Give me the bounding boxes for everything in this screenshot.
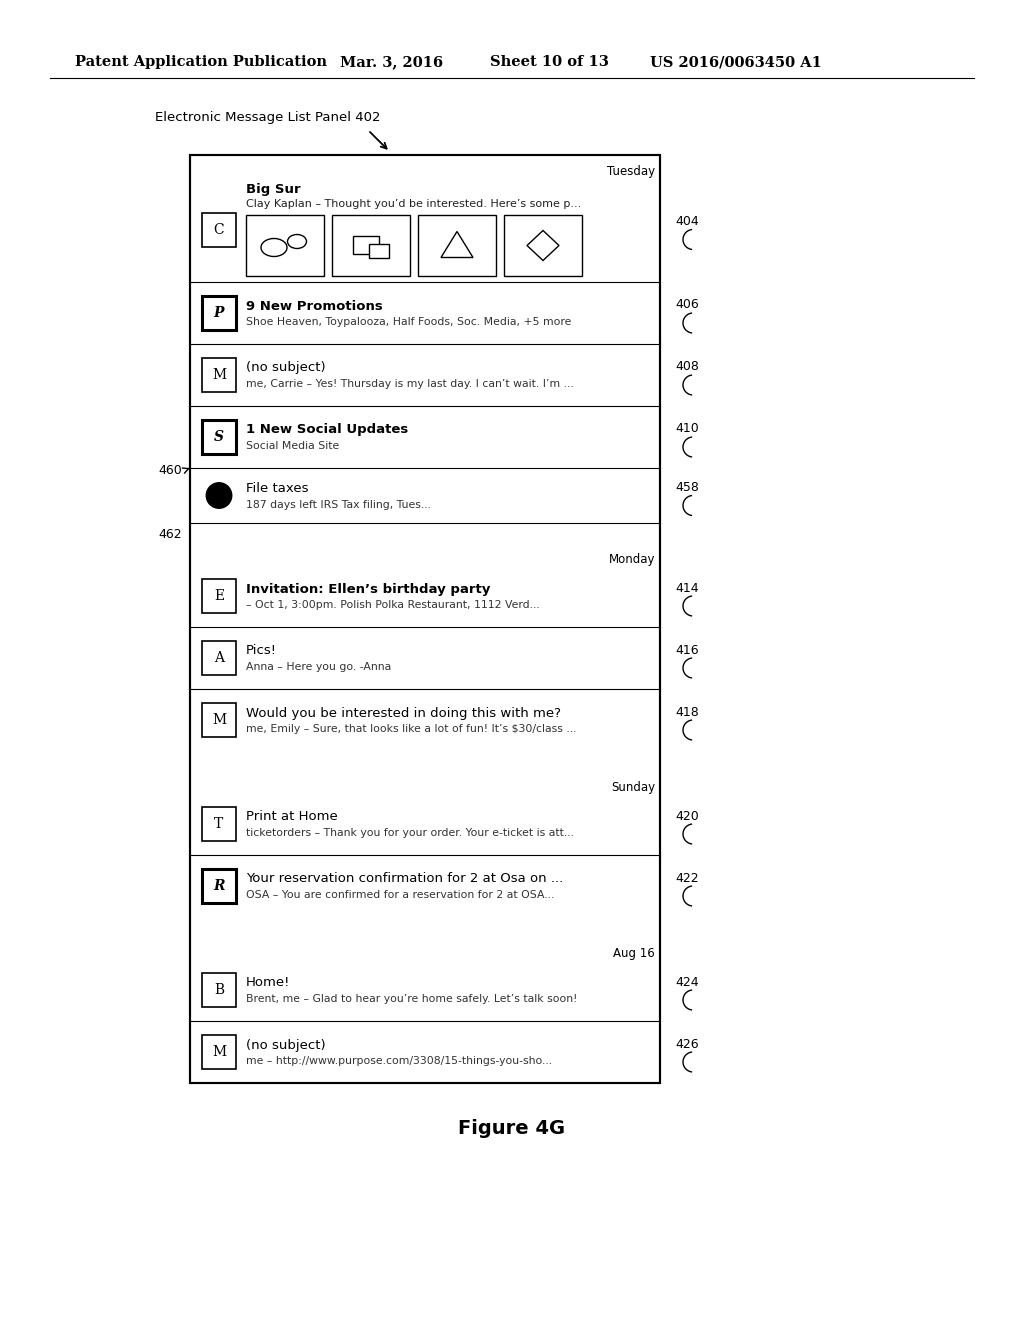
Bar [202, 642, 236, 675]
Text: (no subject): (no subject) [246, 1039, 326, 1052]
Text: R: R [213, 879, 224, 894]
Text: 424: 424 [675, 975, 698, 989]
Text: 418: 418 [675, 705, 698, 718]
Text: 9 New Promotions: 9 New Promotions [246, 300, 383, 313]
Text: C: C [214, 223, 224, 236]
Text: Home!: Home! [246, 977, 291, 990]
Text: B: B [214, 983, 224, 997]
Polygon shape [527, 231, 559, 260]
Bar [418, 215, 496, 276]
Text: Sheet 10 of 13: Sheet 10 of 13 [490, 55, 609, 69]
Text: Patent Application Publication: Patent Application Publication [75, 55, 327, 69]
Text: M: M [212, 1045, 226, 1059]
Bar [202, 358, 236, 392]
Text: Pics!: Pics! [246, 644, 278, 657]
Text: 410: 410 [675, 422, 698, 436]
Text: 460: 460 [159, 463, 182, 477]
Text: 187 days left IRS Tax filing, Tues...: 187 days left IRS Tax filing, Tues... [246, 499, 431, 510]
Text: Aug 16: Aug 16 [613, 948, 655, 961]
Text: 416: 416 [675, 644, 698, 656]
Bar [202, 973, 236, 1007]
Bar [246, 215, 324, 276]
Text: 1 New Social Updates: 1 New Social Updates [246, 424, 409, 437]
Text: Sunday: Sunday [611, 781, 655, 795]
Bar [202, 579, 236, 612]
Bar [202, 1035, 236, 1069]
Text: E: E [214, 589, 224, 603]
Text: me, Emily – Sure, that looks like a lot of fun! It’s $30/class ...: me, Emily – Sure, that looks like a lot … [246, 723, 577, 734]
Text: Invitation: Ellen’s birthday party: Invitation: Ellen’s birthday party [246, 582, 490, 595]
Text: 414: 414 [675, 582, 698, 594]
Text: 422: 422 [675, 871, 698, 884]
Text: 462: 462 [159, 528, 182, 541]
Text: Shoe Heaven, Toypalooza, Half Foods, Soc. Media, +5 more: Shoe Heaven, Toypalooza, Half Foods, Soc… [246, 317, 571, 327]
Ellipse shape [261, 239, 287, 256]
Text: 420: 420 [675, 809, 698, 822]
Text: 458: 458 [675, 480, 698, 494]
Text: Tuesday: Tuesday [607, 165, 655, 178]
Text: – Oct 1, 3:00pm. Polish Polka Restaurant, 1112 Verd...: – Oct 1, 3:00pm. Polish Polka Restaurant… [246, 601, 540, 610]
Text: 406: 406 [675, 298, 698, 312]
Text: T: T [214, 817, 223, 832]
Bar [504, 215, 582, 276]
Text: Social Media Site: Social Media Site [246, 441, 339, 451]
Text: Electronic Message List Panel 402: Electronic Message List Panel 402 [155, 111, 381, 124]
Text: M: M [212, 713, 226, 727]
Text: 426: 426 [675, 1038, 698, 1051]
Text: 408: 408 [675, 360, 698, 374]
Text: Clay Kaplan – Thought you’d be interested. Here’s some p...: Clay Kaplan – Thought you’d be intereste… [246, 199, 582, 209]
Bar [190, 154, 660, 1082]
Text: Anna – Here you go. -Anna: Anna – Here you go. -Anna [246, 663, 391, 672]
Text: Big Sur: Big Sur [246, 183, 301, 197]
Text: S: S [214, 430, 224, 444]
Text: Brent, me – Glad to hear you’re home safely. Let’s talk soon!: Brent, me – Glad to hear you’re home saf… [246, 994, 578, 1005]
Bar [202, 420, 236, 454]
Text: Figure 4G: Figure 4G [459, 1118, 565, 1138]
Text: Would you be interested in doing this with me?: Would you be interested in doing this wi… [246, 706, 561, 719]
Text: P: P [214, 306, 224, 319]
Bar [190, 154, 660, 1082]
Bar [202, 213, 236, 247]
Text: 404: 404 [675, 215, 698, 228]
Text: me, Carrie – Yes! Thursday is my last day. I can’t wait. I’m ...: me, Carrie – Yes! Thursday is my last da… [246, 379, 573, 389]
Text: US 2016/0063450 A1: US 2016/0063450 A1 [650, 55, 822, 69]
Text: OSA – You are confirmed for a reservation for 2 at OSA...: OSA – You are confirmed for a reservatio… [246, 890, 554, 900]
Bar [202, 704, 236, 737]
Text: (no subject): (no subject) [246, 362, 326, 375]
Bar [202, 869, 236, 903]
Text: ticketorders – Thank you for your order. Your e-ticket is att...: ticketorders – Thank you for your order.… [246, 828, 574, 838]
Circle shape [206, 483, 231, 508]
Text: Monday: Monday [608, 553, 655, 566]
Polygon shape [441, 231, 473, 257]
Text: M: M [212, 368, 226, 381]
Bar [202, 807, 236, 841]
Ellipse shape [288, 235, 306, 248]
Bar [332, 215, 410, 276]
Text: Your reservation confirmation for 2 at Osa on ...: Your reservation confirmation for 2 at O… [246, 873, 563, 886]
Bar [369, 243, 389, 257]
Text: Mar. 3, 2016: Mar. 3, 2016 [340, 55, 443, 69]
Bar [202, 296, 236, 330]
Text: Print at Home: Print at Home [246, 810, 338, 824]
Text: me – http://www.purpose.com/3308/15-things-you-sho...: me – http://www.purpose.com/3308/15-thin… [246, 1056, 552, 1067]
Bar [353, 235, 379, 253]
Text: File taxes: File taxes [246, 482, 308, 495]
Text: A: A [214, 651, 224, 665]
